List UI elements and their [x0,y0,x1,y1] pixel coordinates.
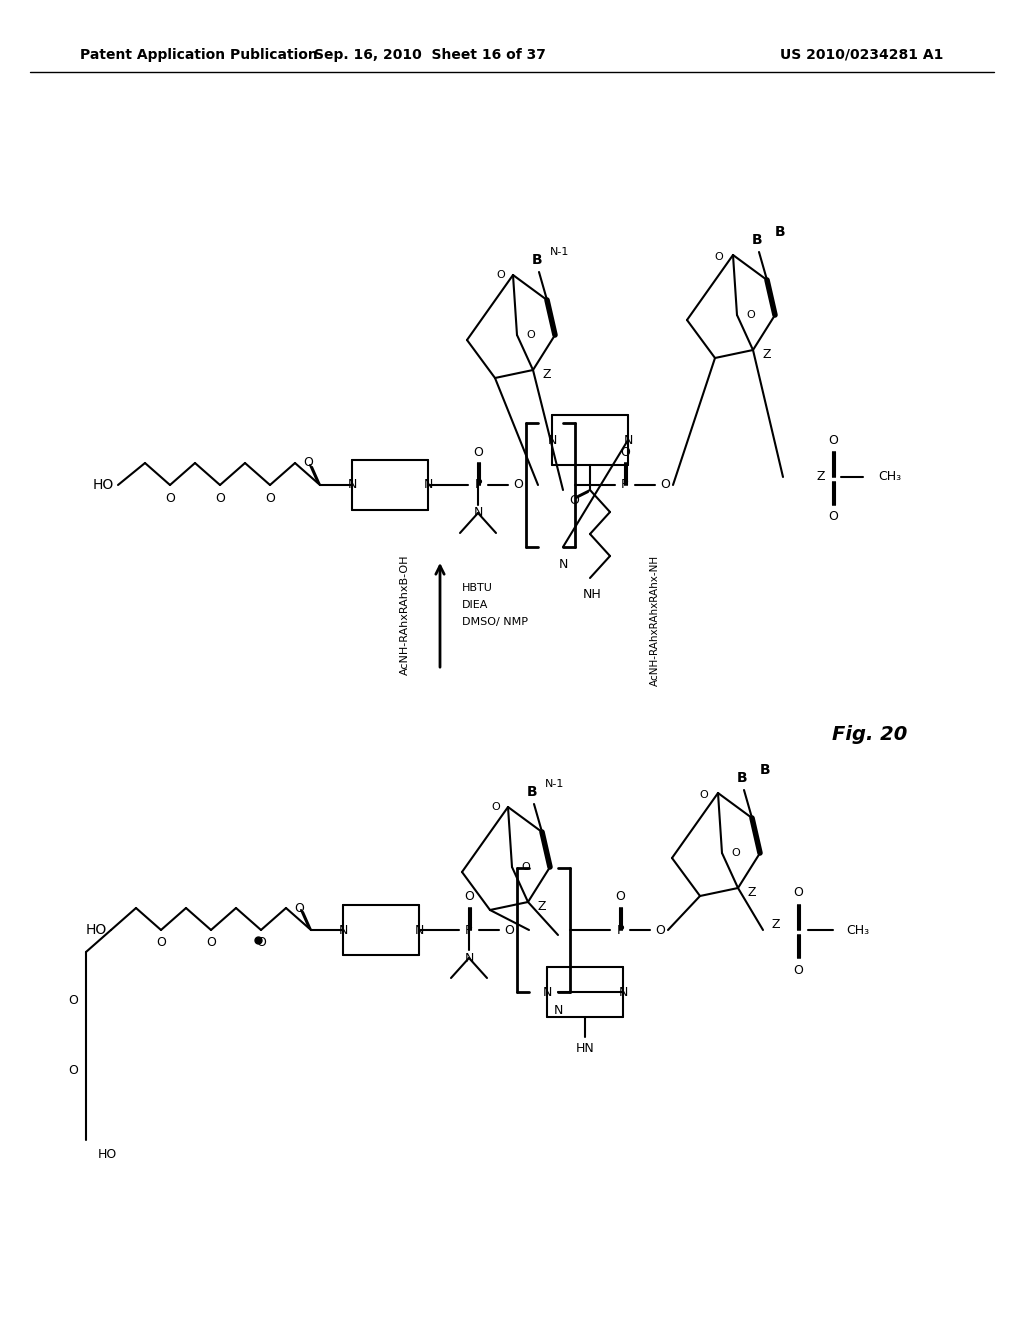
Text: N: N [553,1003,562,1016]
Text: Patent Application Publication: Patent Application Publication [80,48,317,62]
Text: O: O [521,862,530,873]
Text: N: N [558,558,567,572]
Text: AcNH-RAhxRAhxB-OH: AcNH-RAhxRAhxB-OH [400,554,410,676]
Text: HBTU: HBTU [462,583,493,593]
Text: NH: NH [583,589,601,602]
Text: B: B [752,234,762,247]
Text: B: B [526,785,538,799]
Text: Sep. 16, 2010  Sheet 16 of 37: Sep. 16, 2010 Sheet 16 of 37 [314,48,546,62]
Text: HO: HO [92,478,114,492]
Text: Z: Z [763,348,771,362]
Text: O: O [793,964,803,977]
Text: N: N [464,952,474,965]
Text: DIEA: DIEA [462,601,488,610]
Text: O: O [828,511,838,524]
Text: P: P [465,924,473,936]
Text: B: B [736,771,748,785]
Text: O: O [473,446,483,458]
Text: O: O [256,936,266,949]
Text: HO: HO [85,923,106,937]
Text: N: N [423,479,433,491]
Text: O: O [655,924,665,936]
Text: O: O [68,994,78,1006]
Text: Fig. 20: Fig. 20 [833,726,907,744]
Text: AcNH-RAhxRAhxRAhx-NH: AcNH-RAhxRAhxRAhx-NH [650,554,660,685]
Text: O: O [303,457,313,470]
Text: O: O [526,330,536,341]
Text: O: O [828,433,838,446]
Text: O: O [699,789,709,800]
Text: N: N [547,433,557,446]
Text: O: O [715,252,723,261]
Text: CH₃: CH₃ [846,924,869,936]
Text: B: B [760,763,770,777]
Text: N-1: N-1 [546,779,564,789]
Text: O: O [569,494,579,507]
Text: O: O [464,891,474,903]
Text: HN: HN [575,1043,594,1056]
Text: P: P [616,924,624,936]
Text: CH₃: CH₃ [878,470,901,483]
Text: O: O [660,479,670,491]
Text: P: P [622,479,629,491]
Text: Z: Z [543,368,551,381]
Text: N-1: N-1 [550,247,569,257]
Text: B: B [775,224,785,239]
Text: O: O [68,1064,78,1077]
Text: O: O [731,847,740,858]
Text: N: N [473,507,482,520]
Text: N: N [543,986,552,998]
Text: Z: Z [817,470,825,483]
Text: N: N [347,479,356,491]
Text: O: O [294,902,304,915]
Text: HO: HO [98,1148,118,1162]
Text: O: O [497,271,506,280]
Text: O: O [265,491,274,504]
Text: O: O [206,936,216,949]
Text: O: O [492,803,501,812]
Text: DMSO/ NMP: DMSO/ NMP [462,616,528,627]
Text: O: O [156,936,166,949]
Text: O: O [793,887,803,899]
Text: Z: Z [748,887,757,899]
Text: O: O [621,446,630,458]
Text: O: O [746,310,756,319]
Text: O: O [504,924,514,936]
Text: N: N [338,924,348,936]
Text: N: N [415,924,424,936]
Text: Z: Z [772,919,780,932]
Text: P: P [474,479,481,491]
Text: O: O [165,491,175,504]
Text: N: N [618,986,628,998]
Text: O: O [215,491,225,504]
Text: O: O [513,479,523,491]
Text: Z: Z [538,900,546,913]
Text: N: N [624,433,633,446]
Text: US 2010/0234281 A1: US 2010/0234281 A1 [780,48,943,62]
Text: B: B [531,253,543,267]
Text: O: O [615,891,625,903]
